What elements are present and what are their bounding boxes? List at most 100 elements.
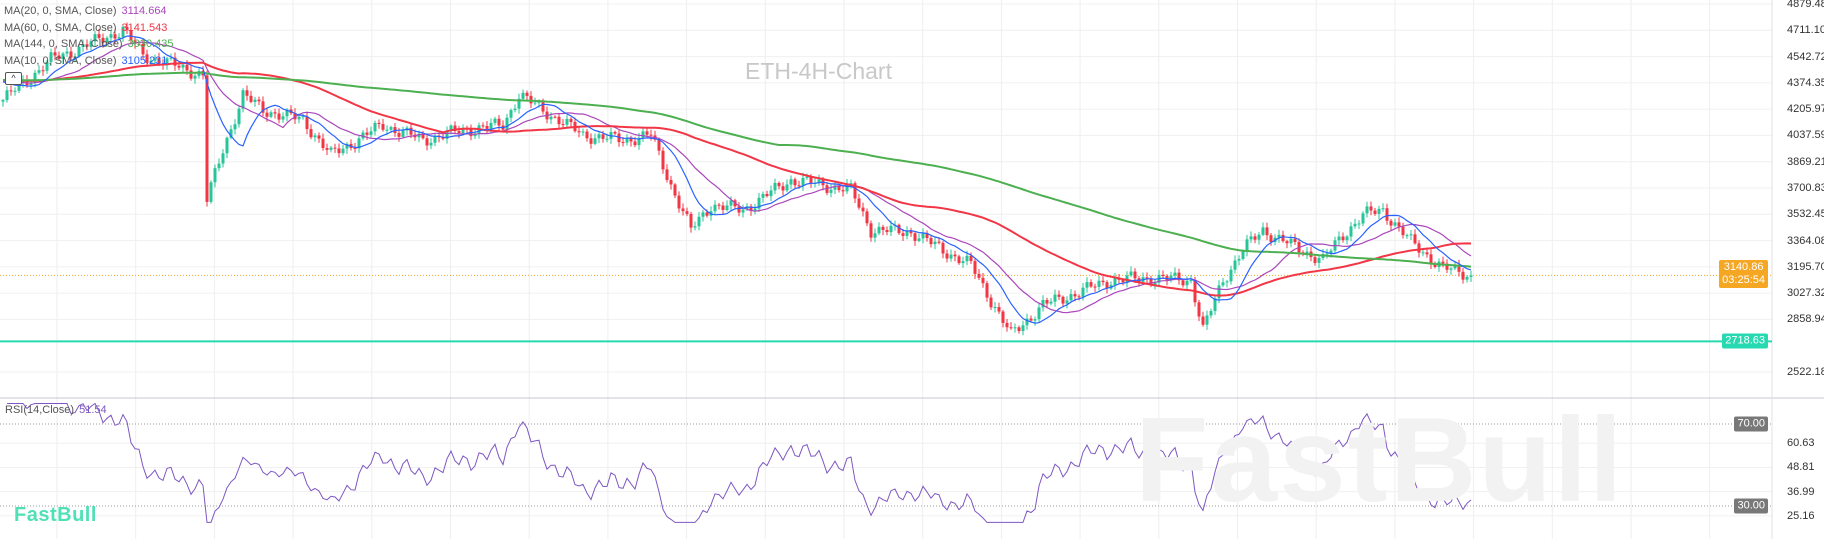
candle-body	[1113, 278, 1117, 285]
candle-body	[17, 82, 21, 91]
candle-body	[261, 101, 265, 113]
candle-body	[77, 46, 81, 57]
legend-ma144[interactable]: MA(144, 0, SMA, Close) 3030.435	[4, 36, 173, 53]
candle-body	[1177, 272, 1181, 281]
candle-body	[1201, 316, 1205, 325]
candle-body	[717, 204, 721, 206]
candle-body	[1433, 263, 1437, 267]
candle-body	[677, 195, 681, 209]
candle-body	[209, 182, 213, 202]
candle-countdown: 03:25:54	[1722, 274, 1765, 286]
candle-body	[449, 125, 453, 131]
candle-body	[85, 44, 89, 47]
fastbull-logo: FastBull	[14, 504, 97, 526]
candle-body	[701, 212, 705, 217]
candle-body	[721, 205, 725, 211]
candle-body	[1325, 253, 1329, 255]
candle-body	[697, 216, 701, 227]
candle-body	[93, 34, 97, 42]
candle-body	[849, 183, 853, 185]
candle-body	[1005, 322, 1009, 328]
candle-body	[1149, 278, 1153, 285]
candle-body	[929, 238, 933, 245]
candle-body	[1337, 236, 1341, 241]
candle-body	[1033, 319, 1037, 321]
candle-body	[361, 132, 365, 139]
collapse-legend-button[interactable]: ^	[5, 72, 22, 85]
candle-body	[1277, 234, 1281, 238]
candle-body	[789, 179, 793, 185]
candle-body	[1101, 280, 1105, 283]
candle-body	[49, 52, 53, 62]
candle-body	[637, 137, 641, 146]
candle-body	[993, 307, 997, 309]
candle-body	[1237, 259, 1241, 261]
candle-body	[1305, 251, 1309, 255]
candle-body	[73, 56, 77, 58]
candle-body	[241, 90, 245, 109]
candle-body	[1233, 260, 1237, 270]
candle-body	[1213, 298, 1217, 312]
candle-body	[421, 133, 425, 139]
legend-ma20[interactable]: MA(20, 0, SMA, Close) 3114.664	[4, 3, 173, 20]
candle-body	[1349, 226, 1353, 237]
candle-body	[581, 131, 585, 133]
candle-body	[89, 41, 93, 47]
candle-body	[1441, 261, 1445, 264]
candle-body	[1225, 281, 1229, 283]
candle-body	[145, 54, 149, 63]
price-axis-label: 3869.21	[1787, 155, 1824, 168]
legend-label: MA(10, 0, SMA, Close)	[4, 54, 117, 67]
legend-ma60[interactable]: MA(60, 0, SMA, Close) 3141.543	[4, 20, 173, 37]
candle-body	[877, 226, 881, 234]
candle-body	[141, 43, 145, 55]
candle-body	[13, 90, 17, 92]
candle-body	[1085, 282, 1089, 288]
candle-body	[577, 131, 581, 133]
candle-body	[1245, 239, 1249, 252]
candle-body	[1313, 257, 1317, 263]
candle-body	[453, 125, 457, 131]
candle-body	[225, 137, 229, 154]
candle-body	[1145, 277, 1149, 279]
candle-body	[185, 64, 189, 71]
candle-body	[489, 122, 493, 129]
candle-body	[1089, 282, 1093, 287]
candle-body	[509, 110, 513, 118]
rsi-pane	[0, 402, 1772, 523]
candle-body	[101, 37, 105, 43]
candle-body	[1173, 272, 1177, 276]
candle-body	[1353, 223, 1357, 227]
candle-body	[781, 186, 785, 191]
candle-body	[833, 185, 837, 190]
candle-body	[625, 137, 629, 143]
rsi-axis-label: 36.99	[1787, 485, 1815, 498]
candle-body	[605, 138, 609, 140]
candle-body	[273, 112, 277, 114]
candle-body	[1397, 222, 1401, 227]
candle-body	[1125, 275, 1129, 283]
candle-body	[809, 176, 813, 184]
candle-body	[761, 194, 765, 198]
candle-body	[593, 138, 597, 144]
candle-body	[285, 109, 289, 117]
rsi-legend[interactable]: RSI(14,Close) 51.54	[5, 404, 107, 416]
candle-body	[417, 133, 421, 138]
candle-body	[1205, 315, 1209, 325]
candle-body	[773, 182, 777, 191]
candle-body	[913, 233, 917, 241]
legend-ma10[interactable]: MA(10, 0, SMA, Close) 3105.231	[4, 53, 173, 70]
rsi-axis-label: 60.63	[1787, 437, 1815, 450]
candle-body	[657, 139, 661, 151]
price-axis-label: 3364.08	[1787, 234, 1824, 247]
candle-body	[873, 233, 877, 238]
candle-body	[1185, 280, 1189, 286]
candle-body	[917, 238, 921, 241]
price-axis-label: 3027.32	[1787, 287, 1824, 300]
candle-body	[121, 26, 125, 38]
candle-body	[589, 138, 593, 144]
candle-body	[1197, 302, 1201, 317]
candle-body	[1445, 263, 1449, 270]
candle-body	[1093, 286, 1097, 288]
